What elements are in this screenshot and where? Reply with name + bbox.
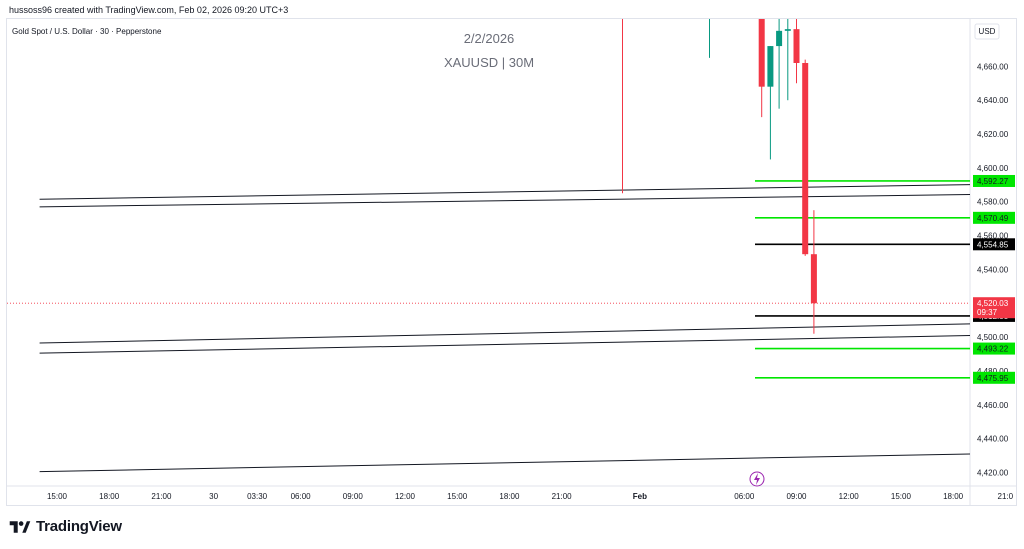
chart-credit: hussoss96 created with TradingView.com, … xyxy=(9,5,289,15)
tradingview-logo-icon xyxy=(9,520,31,533)
time-tick-label: 09:00 xyxy=(786,492,807,501)
level-price-label[interactable]: 4,475.95 xyxy=(973,371,1015,384)
time-tick-label: 21:00 xyxy=(151,492,172,501)
trendline[interactable] xyxy=(39,183,1024,200)
time-tick-label: 12:00 xyxy=(395,492,416,501)
plot-area xyxy=(7,16,1024,473)
chart-frame xyxy=(6,18,1017,506)
last-price-value: 4,520.03 xyxy=(977,299,1009,308)
watermark-date: 2/2/2026 xyxy=(464,31,515,46)
level-price-label-text: 4,475.95 xyxy=(977,374,1009,383)
time-tick-label: 18:00 xyxy=(499,492,520,501)
price-tick-label: 4,640.00 xyxy=(977,96,1009,105)
price-tick-label: 4,460.00 xyxy=(977,401,1009,410)
level-price-label-bg xyxy=(973,238,1015,251)
watermark-symbol: XAUUSD | 30M xyxy=(444,55,534,70)
symbol-description: Gold Spot / U.S. Dollar · 30 · Peppersto… xyxy=(12,27,162,36)
level-price-label-text: 4,592.27 xyxy=(977,177,1009,186)
level-price-label-bg xyxy=(973,342,1015,355)
tradingview-logo[interactable]: TradingView xyxy=(8,518,122,535)
level-price-label-bg xyxy=(973,211,1015,224)
currency-button[interactable] xyxy=(974,23,1000,40)
candle-body[interactable] xyxy=(767,46,774,87)
level-price-label-text: 4,554.85 xyxy=(977,240,1009,249)
level-price-label-text: 4,493.22 xyxy=(977,345,1009,354)
price-tick-label: 4,580.00 xyxy=(977,198,1009,207)
price-tick-label: 4,420.00 xyxy=(977,468,1009,477)
time-tick-label: 12:00 xyxy=(839,492,860,501)
candle-body[interactable] xyxy=(810,254,817,304)
last-price-countdown: 09:37 xyxy=(977,308,998,317)
price-tick-label: 4,540.00 xyxy=(977,265,1009,274)
candle-body[interactable] xyxy=(620,16,626,17)
price-tick-label: 4,660.00 xyxy=(977,62,1009,71)
level-price-label[interactable]: 4,554.85 xyxy=(973,238,1015,251)
currency-label: USD xyxy=(979,27,996,36)
time-tick-label: 06:00 xyxy=(734,492,755,501)
price-tick-label: 4,440.00 xyxy=(977,435,1009,444)
trendline[interactable] xyxy=(39,334,1024,354)
price-tick-label: 4,480.00 xyxy=(977,367,1009,376)
trendline[interactable] xyxy=(39,322,1024,344)
candle-body[interactable] xyxy=(707,16,713,17)
time-tick-label: 15:00 xyxy=(891,492,912,501)
level-price-label-bg xyxy=(973,371,1015,384)
level-price-label-bg xyxy=(973,174,1015,187)
candle-body[interactable] xyxy=(776,30,783,47)
tradingview-brand: TradingView xyxy=(36,518,122,535)
time-tick-label: Feb xyxy=(633,492,647,501)
level-price-label-text: 4,570.49 xyxy=(977,214,1009,223)
time-tick-label: 06:00 xyxy=(291,492,312,501)
candle-body[interactable] xyxy=(758,16,765,87)
time-tick-label: 30 xyxy=(209,492,218,501)
lightning-icon xyxy=(754,473,760,485)
price-tick-label: 4,500.00 xyxy=(977,333,1009,342)
trendline[interactable] xyxy=(39,193,1024,208)
time-tick-label: 18:00 xyxy=(99,492,120,501)
price-tick-label: 4,560.00 xyxy=(977,232,1009,241)
candle-body[interactable] xyxy=(802,62,809,255)
price-labels: 4,592.274,570.494,554.854,512.534,493.22… xyxy=(973,174,1015,384)
time-axis[interactable]: 15:00 18:00 21:00 30 03:30 06:00 09:00 12:00 15:… xyxy=(47,492,1014,501)
price-tick-label: 4,600.00 xyxy=(977,164,1009,173)
level-price-label[interactable]: 4,592.27 xyxy=(973,174,1015,187)
time-tick-label: 15:00 xyxy=(447,492,468,501)
event-marker[interactable] xyxy=(749,471,765,487)
level-price-label[interactable]: 4,570.49 xyxy=(973,211,1015,224)
price-axis[interactable]: 4,660.00 4,640.00 4,620.00 4,600.00 4,580.00… xyxy=(977,62,1009,477)
time-tick-label: 18:00 xyxy=(943,492,964,501)
time-tick-label: 09:00 xyxy=(343,492,364,501)
candle-body[interactable] xyxy=(784,29,791,31)
time-tick-label: 21:00 xyxy=(552,492,573,501)
time-tick-label: 03:30 xyxy=(247,492,268,501)
trendline[interactable] xyxy=(39,452,1024,473)
time-tick-label: 15:00 xyxy=(47,492,68,501)
price-tick-label: 4,620.00 xyxy=(977,130,1009,139)
last-price-label-bg xyxy=(973,297,1015,319)
level-price-label[interactable]: 4,493.22 xyxy=(973,342,1015,355)
time-tick-label: 21:0 xyxy=(998,492,1014,501)
candle-body[interactable] xyxy=(793,29,800,63)
